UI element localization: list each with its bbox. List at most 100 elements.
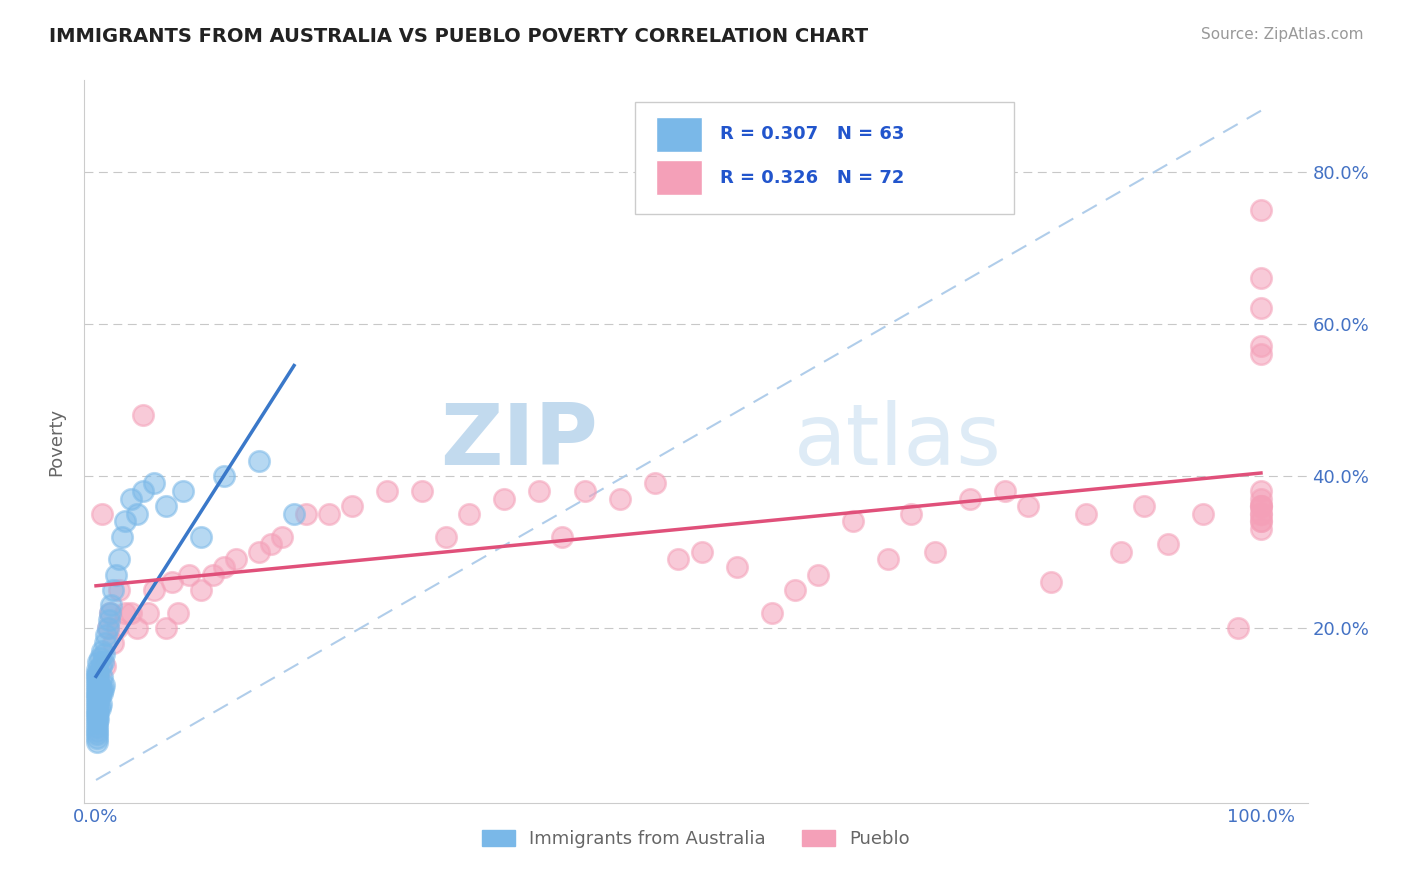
Point [1226,621,1249,635]
Point [131,483,153,498]
Point [1250,507,1272,521]
Point [527,483,550,498]
Point [143,476,166,491]
Point [86,674,108,689]
Point [87,712,110,726]
Point [1250,483,1272,498]
Point [260,537,283,551]
Point [120,606,142,620]
Text: R = 0.326   N = 72: R = 0.326 N = 72 [720,169,905,186]
Point [1250,515,1272,529]
Point [1250,491,1272,506]
Point [86,720,108,734]
Point [143,582,166,597]
Point [318,507,340,521]
Legend: Immigrants from Australia, Pueblo: Immigrants from Australia, Pueblo [475,822,917,855]
Point [1250,202,1272,217]
Point [1157,537,1180,551]
Point [86,731,108,746]
Point [86,693,108,707]
Point [90,681,112,696]
Point [1250,339,1272,353]
Point [294,507,316,521]
Point [994,483,1017,498]
Point [86,735,108,749]
FancyBboxPatch shape [655,117,702,152]
Point [924,545,946,559]
Point [100,598,122,612]
Point [98,606,121,620]
Point [131,408,153,422]
Point [96,628,118,642]
Point [90,685,112,699]
Point [87,697,110,711]
Point [125,507,148,521]
Point [160,575,183,590]
Point [783,582,806,597]
Point [93,678,115,692]
Point [86,666,108,681]
Point [842,515,865,529]
Point [271,530,294,544]
Point [725,560,748,574]
Point [1250,499,1272,513]
Point [179,567,201,582]
Point [86,690,108,704]
Point [108,582,131,597]
Text: atlas: atlas [794,400,1002,483]
Point [1250,271,1272,285]
FancyBboxPatch shape [655,161,702,195]
Point [125,621,148,635]
Point [114,515,136,529]
Point [86,705,108,719]
Point [166,606,188,620]
FancyBboxPatch shape [636,102,1014,214]
Point [89,690,111,704]
Point [807,567,830,582]
Point [90,507,112,521]
Point [155,621,177,635]
Point [87,666,110,681]
Text: R = 0.307   N = 63: R = 0.307 N = 63 [720,126,905,144]
Point [104,567,127,582]
Point [87,681,110,696]
Point [644,476,666,491]
Point [86,727,108,741]
Point [1191,507,1213,521]
Point [114,606,136,620]
Point [86,697,108,711]
Point [212,560,235,574]
Point [91,681,114,696]
Point [900,507,922,521]
Point [86,700,108,714]
Point [86,678,108,692]
Point [87,674,110,689]
Point [342,499,364,513]
Point [86,681,108,696]
Point [201,567,224,582]
Point [668,552,690,566]
Point [247,545,270,559]
Point [97,621,120,635]
Point [138,606,160,620]
Point [105,621,128,635]
Point [86,723,108,738]
Point [86,715,108,730]
Point [87,690,110,704]
Y-axis label: Poverty: Poverty [48,408,66,475]
Point [172,483,194,498]
Point [551,530,574,544]
Point [1017,499,1039,513]
Point [103,582,125,597]
Point [492,491,515,506]
Point [86,663,108,677]
Point [90,697,112,711]
Point [225,552,247,566]
Point [1250,515,1272,529]
Point [155,499,177,513]
Point [94,636,117,650]
Point [97,613,120,627]
Point [90,670,112,684]
Point [761,606,783,620]
Point [90,643,112,657]
